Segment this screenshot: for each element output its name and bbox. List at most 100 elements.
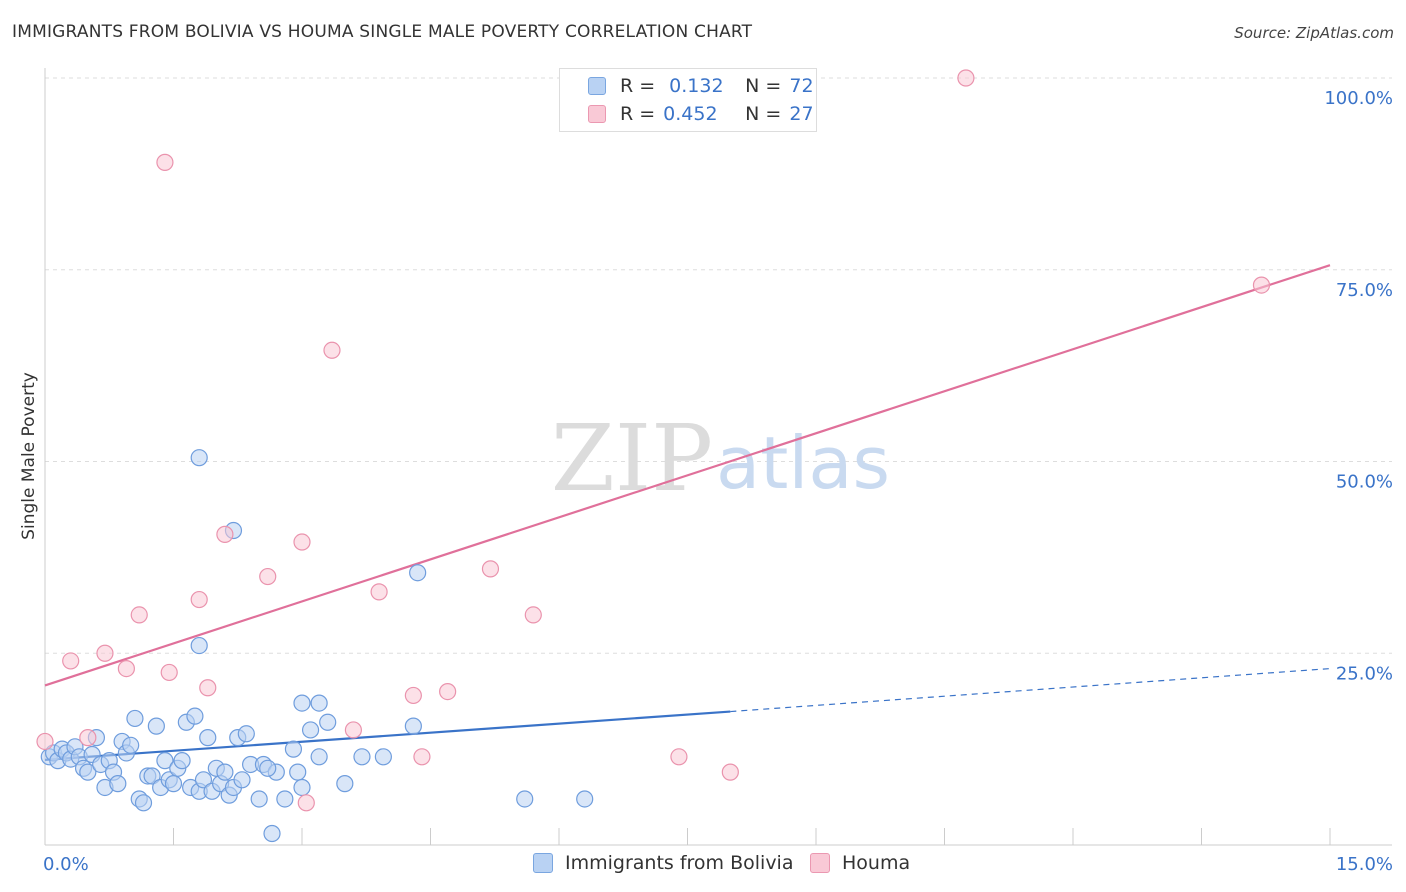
point-houma <box>481 560 500 578</box>
point-bolivia <box>199 729 217 747</box>
point-bolivia <box>319 713 337 731</box>
point-bolivia <box>409 564 427 582</box>
axes <box>44 68 1392 846</box>
point-bolivia <box>134 794 153 812</box>
point-houma <box>160 663 178 682</box>
point-houma <box>439 682 457 701</box>
point-bolivia <box>293 778 311 797</box>
point-houma <box>36 732 54 751</box>
series-label-houma: Houma <box>842 852 911 874</box>
point-bolivia <box>143 767 161 785</box>
point-bolivia <box>310 694 328 712</box>
point-houma <box>62 652 80 670</box>
point-houma <box>370 583 388 601</box>
point-houma <box>721 763 739 781</box>
point-bolivia <box>109 775 127 793</box>
y-axis-label: Single Male Poverty <box>19 372 39 540</box>
legend-row-bolivia: R = 0.132 N = 72 <box>560 72 814 100</box>
point-houma <box>1252 276 1271 294</box>
point-bolivia <box>374 748 392 766</box>
point-bolivia <box>301 721 320 739</box>
data-points <box>36 69 1271 843</box>
point-houma <box>404 686 422 705</box>
legend-row-houma: R = 0.452 N = 27 <box>560 100 814 128</box>
legend-n-label: N = <box>745 103 782 125</box>
y-tick-label: 25.0% <box>1336 663 1393 684</box>
trend-line-houma <box>44 264 1331 687</box>
point-houma <box>156 153 174 171</box>
point-houma <box>413 748 431 766</box>
point-bolivia <box>233 771 251 789</box>
grid-lines <box>45 77 1392 654</box>
point-bolivia <box>310 748 328 766</box>
point-houma <box>117 659 135 678</box>
point-bolivia <box>164 775 183 793</box>
point-bolivia <box>186 707 204 725</box>
tick-labels: 25.0% 50.0% 75.0% 100.0% 0.0% 15.0% <box>43 88 1393 875</box>
point-houma <box>130 606 148 624</box>
point-bolivia <box>284 740 303 758</box>
trend-lines <box>44 264 1331 761</box>
point-bolivia <box>250 790 268 808</box>
series-legend: Immigrants from Bolivia Houma <box>0 852 1406 878</box>
watermark-atlas: atlas <box>716 421 890 505</box>
point-bolivia <box>576 790 594 808</box>
legend-n-label: N = <box>745 75 782 97</box>
y-tick-label: 100.0% <box>1324 88 1393 109</box>
point-houma <box>96 644 114 662</box>
series-label-bolivia: Immigrants from Bolivia <box>565 852 794 874</box>
point-bolivia <box>516 790 534 808</box>
point-houma <box>216 525 234 543</box>
source-label: Source: ZipAtlas.com <box>1234 24 1394 42</box>
point-bolivia <box>263 824 281 843</box>
point-bolivia <box>276 790 294 808</box>
point-bolivia <box>259 759 277 777</box>
point-bolivia <box>293 694 311 712</box>
point-bolivia <box>194 771 213 789</box>
series-swatch-bolivia <box>533 853 553 873</box>
point-bolivia <box>190 636 208 655</box>
point-bolivia <box>404 717 422 735</box>
x-tick-label: 15.0% <box>1336 854 1393 875</box>
legend-n-value: 27 <box>789 103 814 125</box>
correlation-legend: R = 0.132 N = 72 R = 0.452 N = 27 <box>559 68 817 132</box>
watermark-zip: ZIP <box>551 405 713 512</box>
point-houma <box>524 606 542 624</box>
point-bolivia <box>353 748 371 766</box>
y-tick-label: 75.0% <box>1336 280 1393 301</box>
series-legend-houma[interactable]: Houma <box>810 852 910 874</box>
legend-n-value: 72 <box>789 75 814 97</box>
point-houma <box>79 729 97 747</box>
point-houma <box>190 590 208 609</box>
point-houma <box>957 69 975 87</box>
point-houma <box>670 748 688 766</box>
series-legend-bolivia[interactable]: Immigrants from Bolivia <box>533 852 793 874</box>
legend-r-label: R = <box>620 75 656 97</box>
point-bolivia <box>122 736 140 754</box>
point-bolivia <box>216 763 234 781</box>
legend-r-label: R = <box>620 103 656 125</box>
point-bolivia <box>289 763 307 781</box>
point-bolivia <box>79 763 97 781</box>
y-tick-label: 50.0% <box>1336 472 1393 493</box>
point-houma <box>259 567 277 586</box>
legend-r-value: 0.132 <box>669 75 724 97</box>
point-houma <box>199 679 217 697</box>
chart-title: IMMIGRANTS FROM BOLIVIA VS HOUMA SINGLE … <box>12 22 753 42</box>
point-houma <box>293 533 311 551</box>
point-houma <box>297 794 315 812</box>
trend-line-bolivia <box>44 710 731 761</box>
point-bolivia <box>156 752 174 770</box>
legend-r-value: 0.452 <box>663 103 718 125</box>
trend-line-bolivia-extension <box>730 667 1331 713</box>
point-bolivia <box>147 717 165 735</box>
point-bolivia <box>173 752 191 770</box>
point-houma <box>323 341 341 359</box>
x-tick-label: 0.0% <box>43 854 89 875</box>
point-bolivia <box>336 775 354 793</box>
series-swatch-houma <box>810 853 830 873</box>
legend-swatch-bolivia <box>588 77 606 95</box>
point-bolivia <box>237 725 255 743</box>
legend-swatch-houma <box>588 105 606 123</box>
